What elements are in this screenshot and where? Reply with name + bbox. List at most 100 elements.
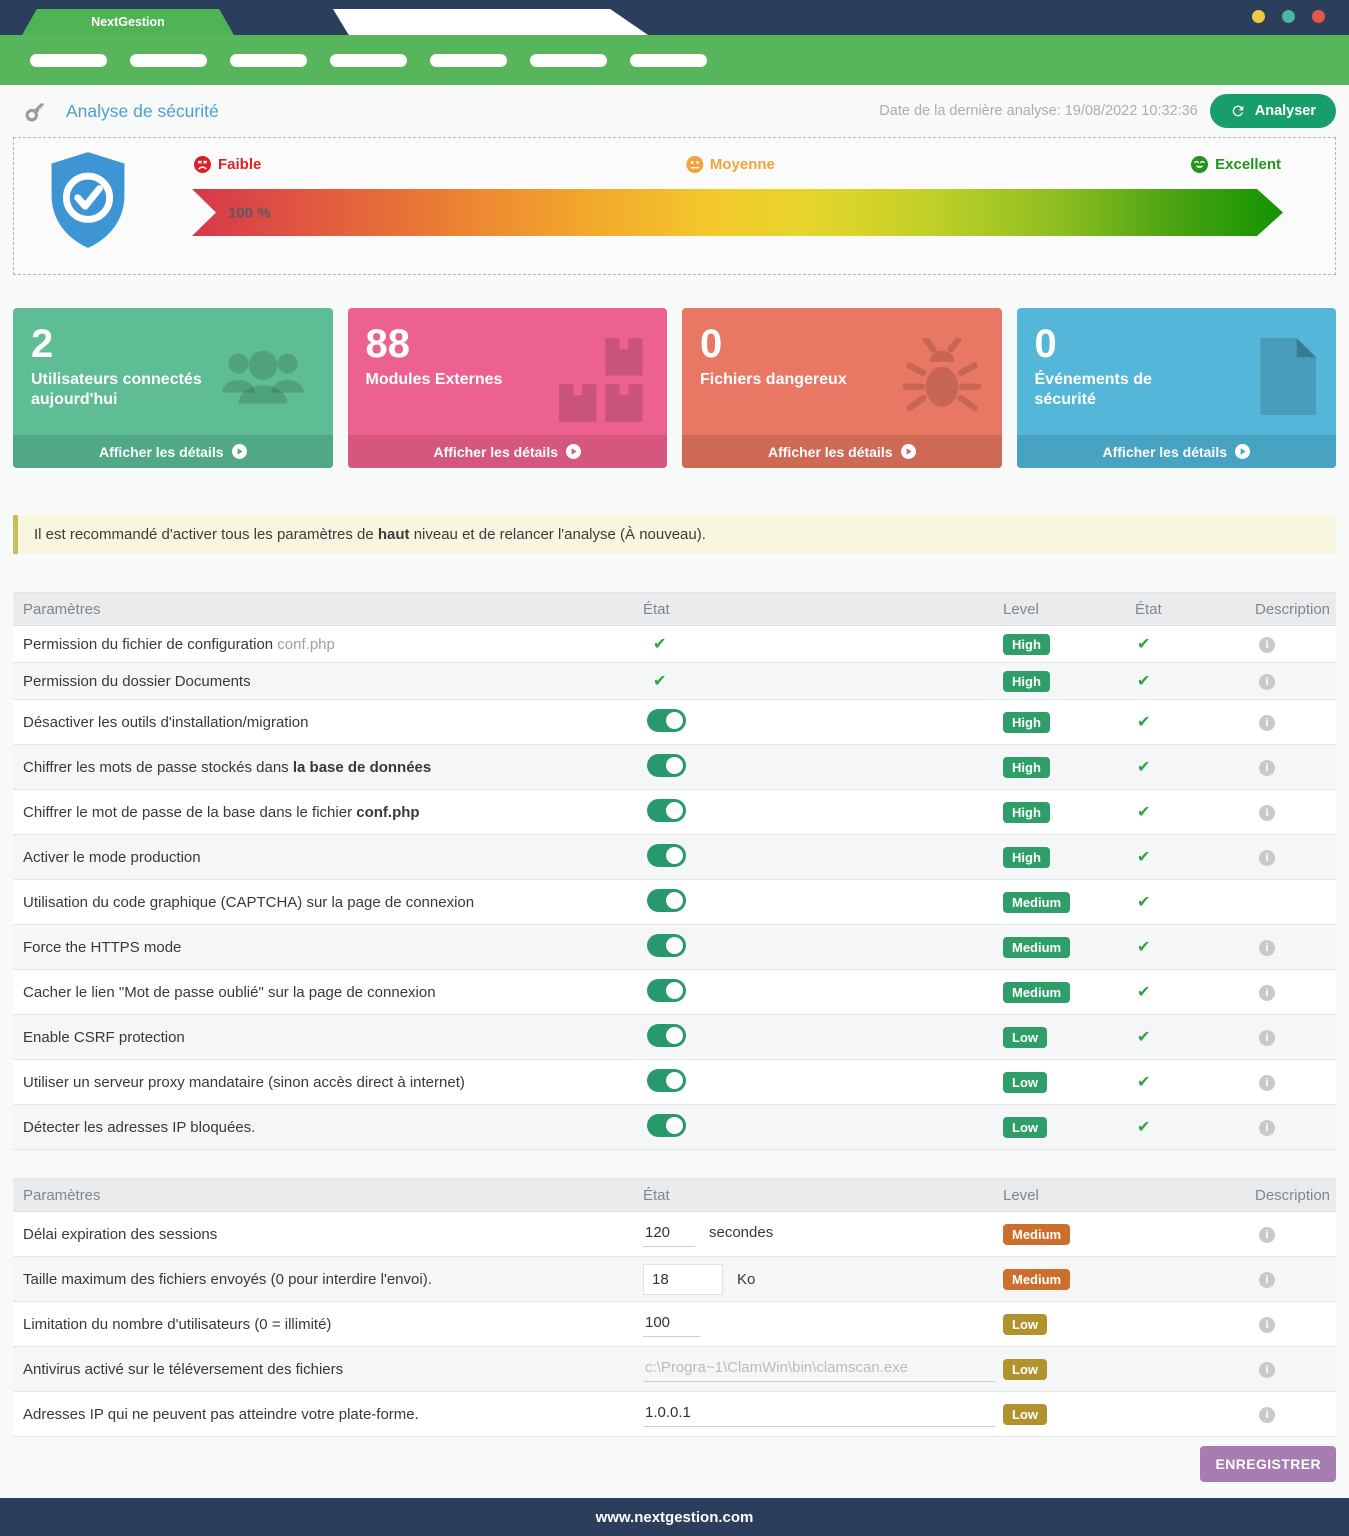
info-icon[interactable]: i bbox=[1259, 1362, 1275, 1378]
level-badge: Medium bbox=[1003, 981, 1071, 1003]
toggle-switch-on[interactable] bbox=[647, 1113, 686, 1137]
nav-item-7[interactable] bbox=[630, 53, 707, 67]
toggle-switch-on[interactable] bbox=[647, 753, 686, 777]
parameter-label: Chiffrer le mot de passe de la base dans… bbox=[23, 803, 357, 821]
toggle-switch-on[interactable] bbox=[647, 1023, 686, 1047]
nav-item-6[interactable] bbox=[530, 53, 607, 67]
parameter-label: Enable CSRF protection bbox=[23, 1028, 185, 1046]
level-badge: High bbox=[1003, 801, 1050, 823]
show-details-link[interactable]: Afficher les détails bbox=[1016, 435, 1336, 468]
parameter-label: Délai expiration des sessions bbox=[23, 1225, 218, 1243]
nav-item-5[interactable] bbox=[430, 53, 507, 67]
refresh-icon bbox=[1230, 103, 1246, 119]
info-icon[interactable]: i bbox=[1259, 760, 1275, 776]
status-check-icon: ✔ bbox=[1137, 714, 1151, 731]
parameter-input[interactable] bbox=[643, 1221, 695, 1247]
toggle-switch-on[interactable] bbox=[647, 888, 686, 912]
show-details-link[interactable]: Afficher les détails bbox=[13, 435, 333, 468]
table-row: Utiliser un serveur proxy mandataire (si… bbox=[13, 1060, 1336, 1105]
toggle-switch-on[interactable] bbox=[647, 933, 686, 957]
brand-label: NextGestion bbox=[91, 15, 165, 29]
level-badge: Medium bbox=[1003, 1268, 1071, 1290]
nav-item-3[interactable] bbox=[230, 53, 307, 67]
toggle-switch-on[interactable] bbox=[647, 1068, 686, 1092]
angry-face-icon bbox=[194, 156, 211, 173]
shield-check-icon bbox=[28, 152, 148, 260]
parameter-label: Limitation du nombre d'utilisateurs (0 =… bbox=[23, 1315, 332, 1333]
stat-card-label: Modules Externes bbox=[365, 371, 503, 388]
bug-icon bbox=[902, 336, 982, 423]
table-row: Cacher le lien "Mot de passe oublié" sur… bbox=[13, 970, 1336, 1015]
nav-item-4[interactable] bbox=[330, 53, 407, 67]
stat-card-label: Événements de sécurité bbox=[1034, 371, 1152, 408]
info-icon[interactable]: i bbox=[1259, 715, 1275, 731]
parameter-label: Permission du fichier de configuration bbox=[23, 635, 278, 653]
security-settings-table: Paramètres État Level État Description P… bbox=[13, 592, 1336, 1150]
users-icon bbox=[213, 338, 313, 416]
arrow-right-circle-icon bbox=[900, 444, 916, 459]
table2-header: Paramètres État Level Description bbox=[13, 1178, 1336, 1212]
info-icon[interactable]: i bbox=[1259, 805, 1275, 821]
status-check-icon: ✔ bbox=[653, 636, 667, 653]
info-icon[interactable]: i bbox=[1259, 1272, 1275, 1288]
toggle-switch-on[interactable] bbox=[647, 708, 686, 732]
table-row: Activer le mode production High ✔ i bbox=[13, 835, 1336, 880]
stat-card-label: Fichiers dangereux bbox=[700, 371, 847, 388]
table-row: Force the HTTPS mode Medium ✔ i bbox=[13, 925, 1336, 970]
arrow-right-circle-icon bbox=[566, 444, 581, 459]
show-details-label: Afficher les détails bbox=[99, 443, 224, 460]
status-check-icon: ✔ bbox=[1137, 984, 1151, 1001]
last-analysis-date: Date de la dernière analyse: 19/08/2022 … bbox=[879, 103, 1198, 119]
stat-card: 2 Utilisateurs connectés aujourd'hui Aff… bbox=[13, 308, 333, 468]
parameter-input[interactable] bbox=[643, 1263, 723, 1295]
toggle-switch-on[interactable] bbox=[647, 978, 686, 1002]
parameters-table: Paramètres État Level Description Délai … bbox=[13, 1178, 1336, 1437]
table1-body: Permission du fichier de configuration c… bbox=[13, 626, 1336, 1150]
info-icon[interactable]: i bbox=[1259, 1030, 1275, 1046]
parameter-input[interactable] bbox=[643, 1401, 995, 1427]
table-row: Enable CSRF protection Low ✔ i bbox=[13, 1015, 1336, 1060]
info-icon[interactable]: i bbox=[1259, 1227, 1275, 1243]
status-check-icon: ✔ bbox=[1137, 1074, 1151, 1091]
arrow-right-circle-icon bbox=[231, 444, 247, 459]
info-icon[interactable]: i bbox=[1259, 850, 1275, 866]
save-button[interactable]: ENREGISTRER bbox=[1200, 1446, 1336, 1482]
toggle-switch-on[interactable] bbox=[647, 798, 686, 822]
info-icon[interactable]: i bbox=[1259, 1317, 1275, 1333]
status-check-icon: ✔ bbox=[1137, 939, 1151, 956]
info-icon[interactable]: i bbox=[1259, 985, 1275, 1001]
table-row: Limitation du nombre d'utilisateurs (0 =… bbox=[13, 1302, 1336, 1347]
level-badge: Medium bbox=[1003, 891, 1071, 913]
parameter-label: Chiffrer les mots de passe stockés dans bbox=[23, 758, 293, 776]
show-details-link[interactable]: Afficher les détails bbox=[347, 435, 667, 468]
gauge-label-faible: Faible bbox=[194, 156, 261, 173]
nav-bar bbox=[0, 35, 1349, 85]
nav-item-1[interactable] bbox=[30, 53, 107, 67]
analyze-button[interactable]: Analyser bbox=[1209, 94, 1336, 128]
table-row: Taille maximum des fichiers envoyés (0 p… bbox=[13, 1257, 1336, 1302]
level-badge: Low bbox=[1003, 1116, 1047, 1138]
blank-tab[interactable] bbox=[333, 9, 648, 35]
info-icon[interactable]: i bbox=[1259, 637, 1275, 653]
parameter-input[interactable] bbox=[643, 1311, 700, 1337]
status-check-icon: ✔ bbox=[1137, 804, 1151, 821]
parameter-label: Antivirus activé sur le téléversement de… bbox=[23, 1360, 344, 1378]
table-row: Antivirus activé sur le téléversement de… bbox=[13, 1347, 1336, 1392]
toggle-switch-on[interactable] bbox=[647, 843, 686, 867]
show-details-link[interactable]: Afficher les détails bbox=[682, 435, 1002, 468]
window-close-button[interactable] bbox=[1312, 10, 1325, 23]
table-row: Chiffrer le mot de passe de la base dans… bbox=[13, 790, 1336, 835]
show-details-label: Afficher les détails bbox=[433, 443, 559, 460]
level-badge: Low bbox=[1003, 1403, 1047, 1425]
brand-tab[interactable]: NextGestion bbox=[22, 9, 234, 35]
parameter-input[interactable] bbox=[643, 1356, 995, 1382]
info-icon[interactable]: i bbox=[1259, 1120, 1275, 1136]
nav-item-2[interactable] bbox=[130, 53, 207, 67]
info-icon[interactable]: i bbox=[1259, 674, 1275, 690]
window-maximize-button[interactable] bbox=[1282, 10, 1295, 23]
unit-label: secondes bbox=[709, 1224, 774, 1241]
window-minimize-button[interactable] bbox=[1252, 10, 1265, 23]
info-icon[interactable]: i bbox=[1259, 1075, 1275, 1091]
info-icon[interactable]: i bbox=[1259, 1407, 1275, 1423]
info-icon[interactable]: i bbox=[1259, 940, 1275, 956]
